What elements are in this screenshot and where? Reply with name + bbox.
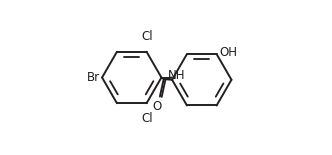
Text: Cl: Cl <box>141 30 153 43</box>
Text: NH: NH <box>168 69 186 82</box>
Text: Br: Br <box>87 71 100 84</box>
Text: Cl: Cl <box>141 112 153 125</box>
Text: O: O <box>152 100 161 113</box>
Text: OH: OH <box>219 46 237 59</box>
